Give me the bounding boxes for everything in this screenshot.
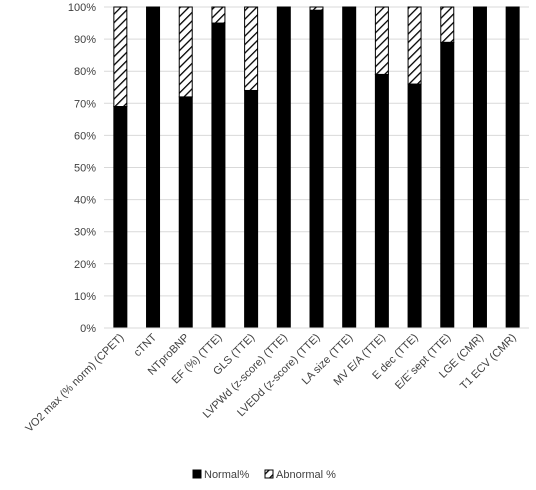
bar-normal-13 [505, 6, 520, 329]
bar-abnormal-5 [244, 6, 259, 91]
bar-abnormal-7 [309, 6, 324, 11]
y-tick-label: 30% [74, 227, 96, 239]
bar-normal-5 [244, 89, 259, 329]
bar-abnormal-1 [113, 6, 128, 108]
y-tick-label: 100% [68, 2, 96, 14]
y-tick-label: 0% [80, 323, 96, 335]
bar-normal-8 [342, 6, 357, 329]
bar-normal-7 [309, 9, 324, 329]
bar-abnormal-10 [407, 6, 422, 85]
y-tick-label: 80% [74, 66, 96, 78]
y-tick-label: 90% [74, 34, 96, 46]
bar-abnormal-3 [178, 6, 193, 98]
y-tick-label: 20% [74, 259, 96, 271]
bar-normal-10 [407, 83, 422, 329]
y-tick-label: 40% [74, 195, 96, 207]
legend-label-abnormal: Abnormal % [276, 469, 336, 481]
legend-swatch-abnormal [264, 469, 274, 479]
bar-normal-1 [113, 106, 128, 329]
bar-abnormal-4 [211, 6, 226, 24]
bar-normal-4 [211, 22, 226, 329]
x-category-label: cTNT [132, 331, 160, 359]
legend-swatch-normal [192, 469, 202, 479]
bar-normal-6 [276, 6, 291, 329]
bar-normal-12 [472, 6, 487, 329]
bar-normal-3 [178, 96, 193, 329]
y-axis-tick-labels: 0% 10% 20% 30% 40% 50% 60% 70% 80% 90% 100% [68, 2, 96, 335]
bar-abnormal-11 [440, 6, 455, 43]
bar-abnormal-9 [374, 6, 389, 75]
legend: Normal% Abnormal % [192, 469, 336, 481]
legend-label-normal: Normal% [204, 469, 249, 481]
bar-normal-11 [440, 41, 455, 329]
y-tick-label: 60% [74, 130, 96, 142]
y-tick-label: 10% [74, 291, 96, 303]
y-tick-label: 50% [74, 163, 96, 175]
x-category-label: VO2 max (% norm) (CPET) [23, 332, 126, 435]
bar-normal-2 [146, 6, 161, 329]
y-tick-label: 70% [74, 98, 96, 110]
bar-normal-9 [374, 73, 389, 329]
